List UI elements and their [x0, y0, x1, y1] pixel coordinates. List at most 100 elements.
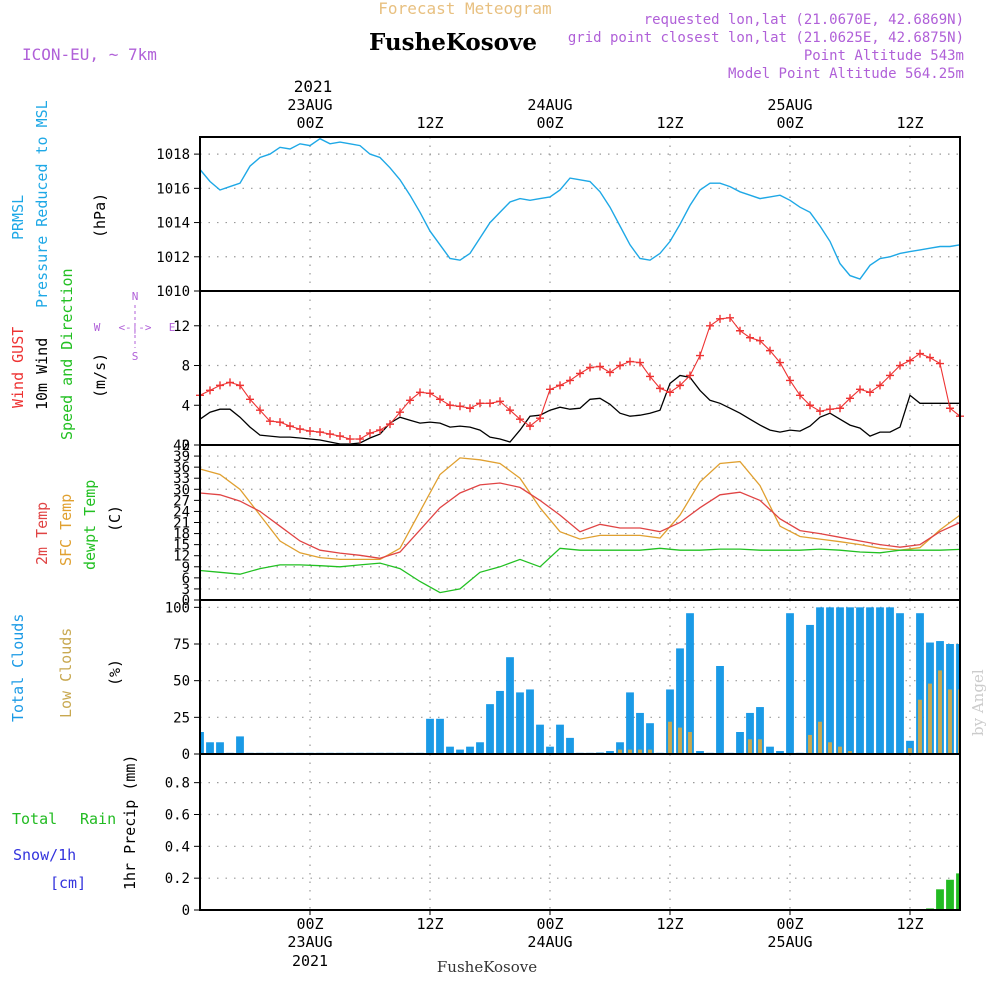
gust-marker	[356, 435, 364, 444]
gust-marker	[496, 397, 504, 406]
panel-bg	[200, 600, 960, 754]
top-hour-label: 12Z	[656, 114, 683, 132]
y-tick-label: 4	[182, 398, 190, 414]
gust-marker	[236, 381, 244, 390]
y-tick-label: 1014	[156, 216, 190, 232]
total-cloud-bar	[886, 607, 894, 754]
y-tick-label: 0	[182, 438, 190, 454]
low-cloud-bar	[928, 683, 932, 754]
pressure-unit: (hPa)	[91, 193, 109, 238]
gust-marker	[606, 368, 614, 377]
gust-marker	[216, 381, 224, 390]
low-cloud-bar	[818, 721, 822, 754]
total-cloud-bar	[746, 712, 754, 754]
total-cloud-bar	[486, 704, 494, 754]
top-date-label: 23AUG	[287, 96, 332, 114]
low-cloud-bar	[688, 732, 692, 754]
panel-bg	[200, 445, 960, 600]
gust-marker	[346, 435, 354, 444]
gust-marker	[616, 361, 624, 370]
sfc-temp-label: SFC Temp	[57, 494, 75, 566]
gust-marker	[516, 415, 524, 424]
low-cloud-bar	[938, 670, 942, 754]
total-cloud-bar	[806, 624, 814, 754]
gust-marker	[656, 384, 664, 393]
total-cloud-bar	[456, 749, 464, 754]
product-title: Forecast Meteogram	[378, 0, 551, 18]
compass-east: E	[169, 321, 176, 334]
total-cloud-bar	[606, 751, 614, 754]
gust-marker	[836, 404, 844, 413]
low-cloud-bar	[638, 749, 642, 754]
y-tick-label: 42	[173, 438, 190, 454]
gust-marker	[716, 314, 724, 323]
total-cloud-bar	[536, 724, 544, 754]
gust-marker	[406, 396, 414, 405]
bottom-date-label: 23AUG	[287, 933, 332, 951]
compass-north: N	[132, 290, 139, 303]
total-cloud-bar	[516, 692, 524, 754]
gust-marker	[896, 361, 904, 370]
gust-marker	[486, 399, 494, 408]
rain-label: Rain	[80, 810, 116, 828]
gust-marker	[336, 432, 344, 441]
total-cloud-bar	[866, 607, 874, 754]
snow-unit-label: [cm]	[50, 874, 86, 892]
bottom-hour-label: 00Z	[296, 915, 323, 933]
low-cloud-bar	[678, 727, 682, 754]
dewpt-line	[199, 547, 961, 594]
total-cloud-bar	[236, 736, 244, 754]
gust-marker	[376, 426, 384, 435]
total-cloud-bar	[846, 607, 854, 754]
y-tick-label: 18	[173, 527, 190, 543]
low-cloud-bar	[828, 742, 832, 754]
gust-marker	[926, 353, 934, 362]
compass-arrow: <-|->	[118, 321, 151, 334]
gust-marker	[426, 389, 434, 398]
gust-marker	[686, 371, 694, 380]
total-cloud-bar	[446, 746, 454, 754]
bottom-hour-label: 00Z	[776, 915, 803, 933]
y-tick-label: 0.4	[165, 839, 190, 855]
sfc-temp-line	[199, 457, 961, 561]
y-tick-label: 9	[182, 560, 190, 576]
gust-marker	[226, 378, 234, 387]
gust-marker	[476, 399, 484, 408]
low-cloud-bar	[748, 739, 752, 754]
gust-marker	[536, 414, 544, 423]
gust-marker	[826, 405, 834, 414]
total-cloud-bar	[786, 613, 794, 754]
total-cloud-bar	[826, 607, 834, 754]
gust-marker	[546, 385, 554, 394]
gust-marker	[766, 346, 774, 355]
gust-marker	[776, 358, 784, 367]
compass-west: W	[94, 321, 101, 334]
y-tick-label: 36	[173, 460, 190, 476]
low-cloud-bar	[948, 689, 952, 754]
low-cloud-bar	[618, 749, 622, 754]
low-cloud-bar	[908, 748, 912, 754]
gust-marker	[566, 376, 574, 385]
precip-bar	[946, 879, 954, 910]
total-cloud-bar	[876, 607, 884, 754]
bottom-year-label: 2021	[292, 952, 328, 970]
total-cloud-bar	[736, 732, 744, 754]
bottom-date-label: 25AUG	[767, 933, 812, 951]
total-cloud-bar	[426, 718, 434, 754]
y-tick-label: 100	[165, 600, 190, 616]
gust-marker	[446, 401, 454, 410]
snow-label: Snow/1h	[13, 846, 76, 864]
total-cloud-bar	[756, 707, 764, 754]
gust-marker	[386, 420, 394, 429]
gust-marker	[256, 406, 264, 415]
bottom-hour-label: 12Z	[896, 915, 923, 933]
total-cloud-bar	[646, 723, 654, 754]
point-altitude: Point Altitude 543m	[804, 48, 964, 64]
total-clouds-label: Total Clouds	[9, 614, 27, 722]
gust-marker	[556, 381, 564, 390]
wind-label: 10m Wind	[33, 338, 51, 410]
gust-marker	[206, 386, 214, 395]
y-tick-label: 1010	[156, 284, 190, 300]
